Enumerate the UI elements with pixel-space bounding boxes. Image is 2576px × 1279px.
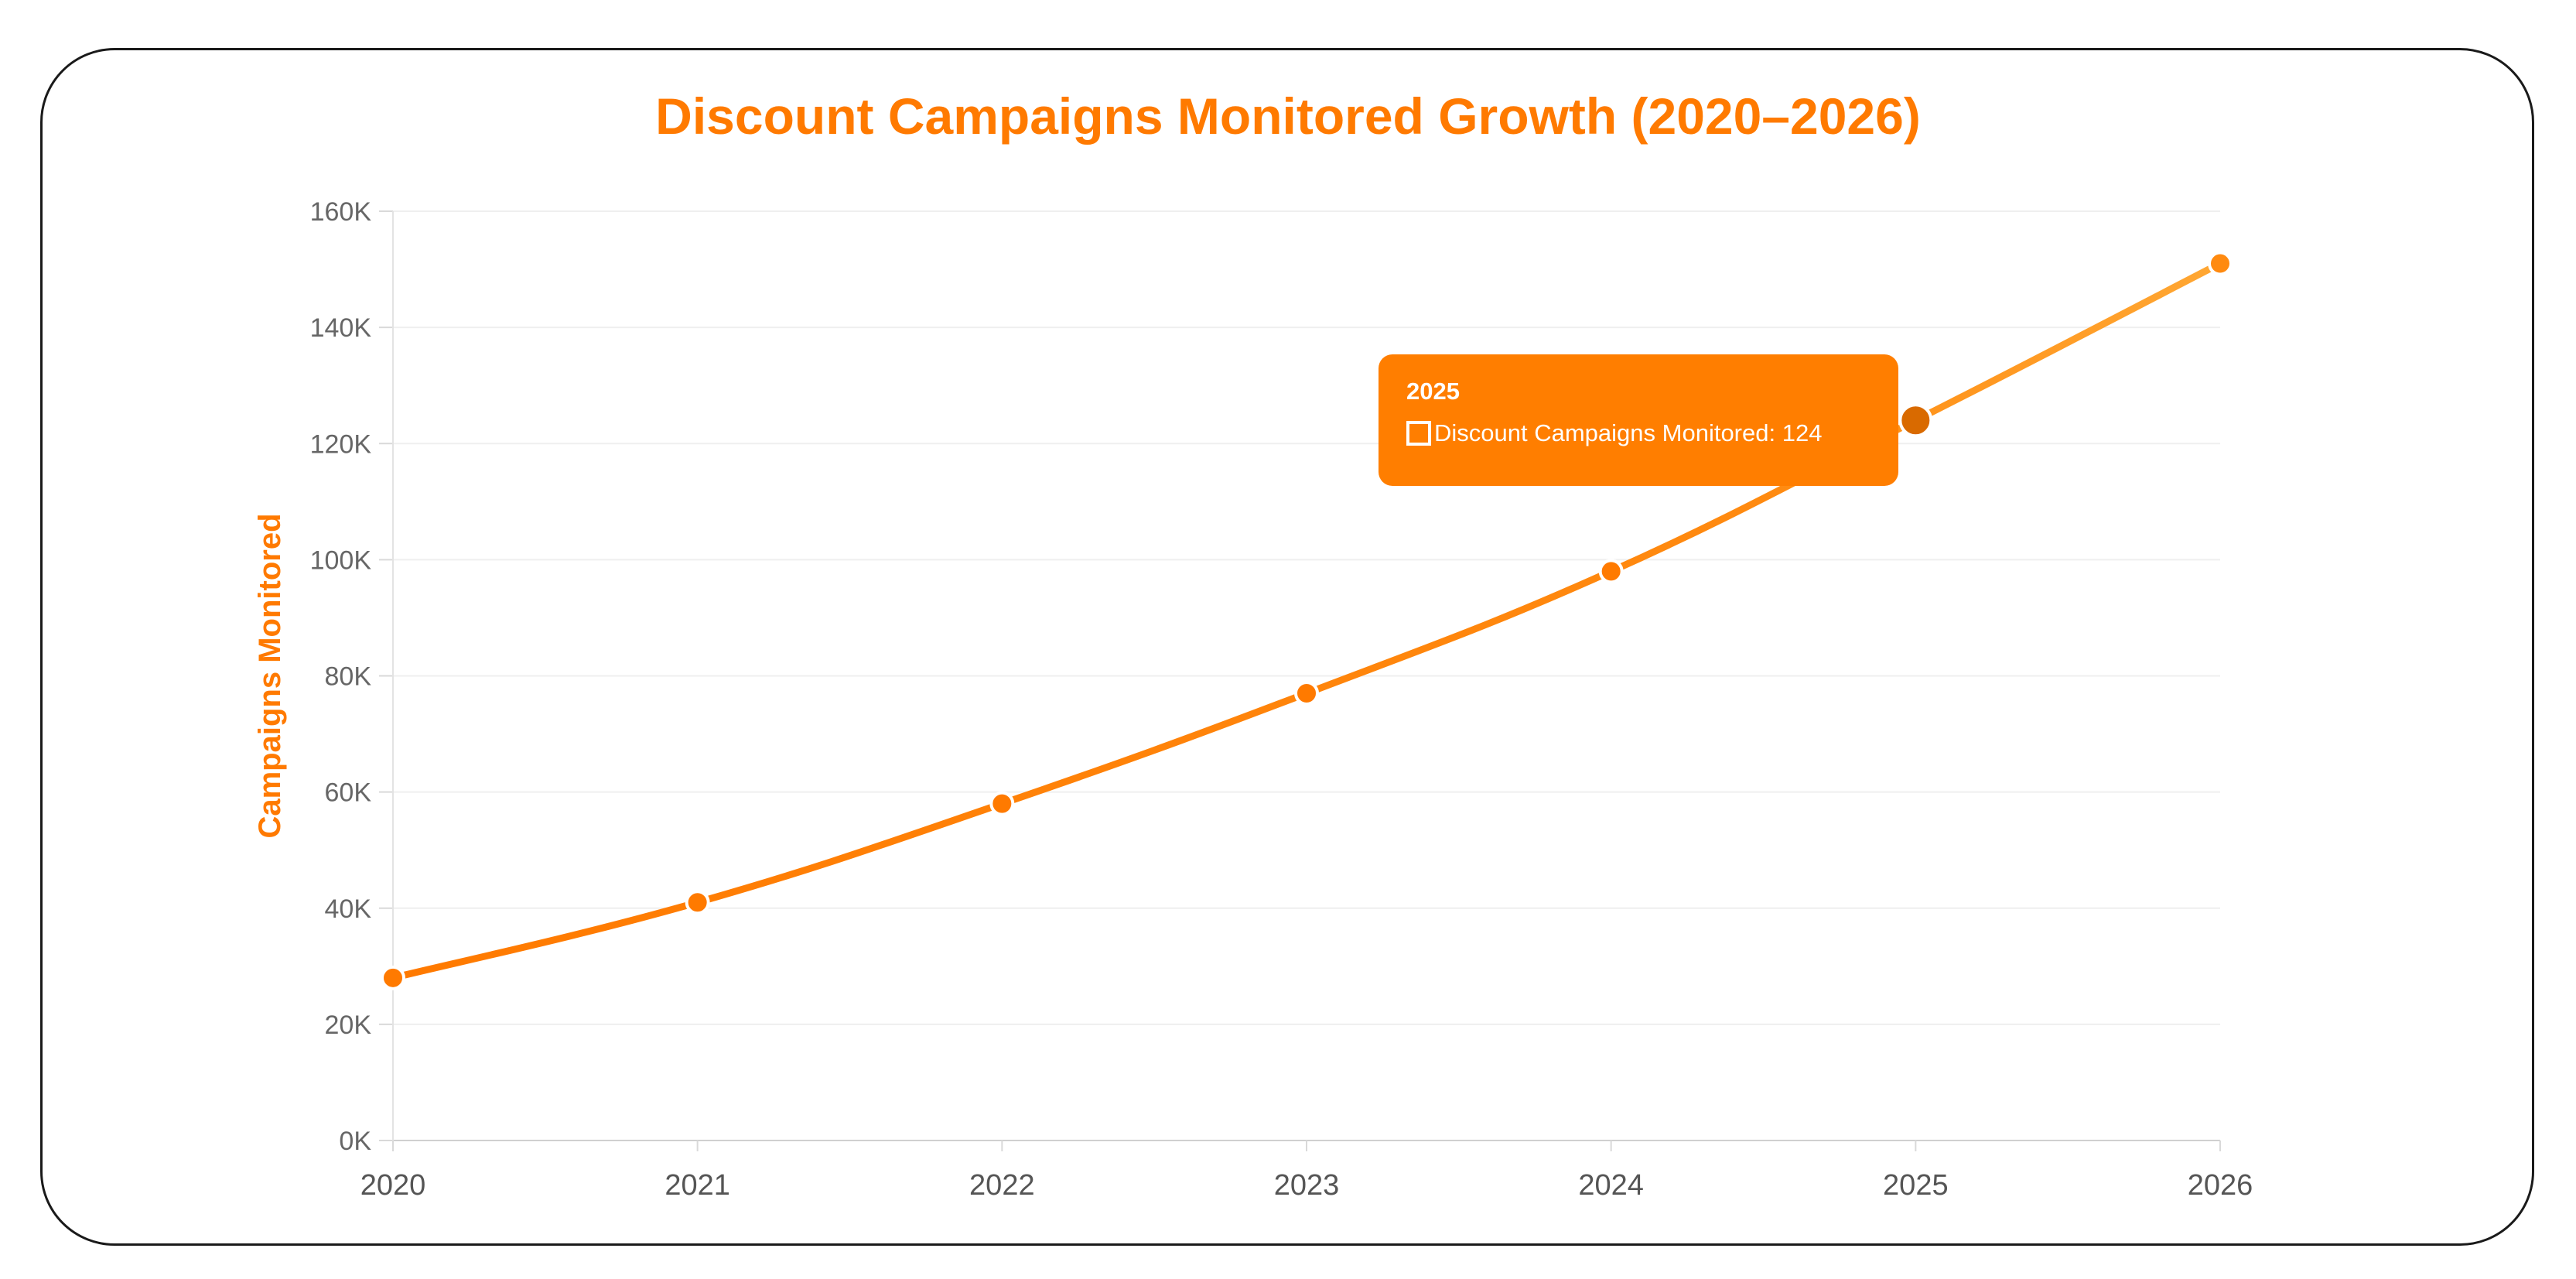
series-line bbox=[389, 260, 2224, 982]
data-point[interactable] bbox=[2208, 251, 2233, 276]
data-tooltip: 2025 Discount Campaigns Monitored: 124 bbox=[1379, 354, 1898, 486]
y-axis-title: Campaigns Monitored bbox=[253, 513, 287, 838]
x-tick-label: 2021 bbox=[664, 1169, 730, 1202]
data-point[interactable] bbox=[1598, 559, 1624, 584]
tooltip-series-swatch-icon bbox=[1406, 421, 1431, 446]
x-tick-label: 2022 bbox=[969, 1169, 1035, 1202]
axes bbox=[379, 210, 2221, 1151]
grid-lines bbox=[393, 210, 2220, 1141]
y-tick-label: 0K bbox=[339, 1127, 371, 1156]
data-points bbox=[381, 251, 2233, 990]
y-tick-label: 40K bbox=[325, 894, 372, 924]
data-point-active[interactable] bbox=[1898, 403, 1933, 438]
series-line-layer bbox=[389, 260, 2224, 982]
x-tick-label: 2020 bbox=[360, 1169, 426, 1202]
data-point[interactable] bbox=[685, 890, 710, 915]
y-tick-label: 160K bbox=[310, 197, 372, 227]
y-tick-label: 100K bbox=[310, 545, 372, 575]
x-tick-label: 2026 bbox=[2188, 1169, 2253, 1202]
tick-labels: 0K 20K 40K 60K 80K 100K 120K 140K 160K 2020 2021 20… bbox=[310, 197, 2253, 1202]
chart-card bbox=[40, 48, 2534, 1246]
y-tick-label: 20K bbox=[325, 1011, 372, 1040]
tooltip-body: Discount Campaigns Monitored: 124 bbox=[1406, 419, 1871, 447]
data-point[interactable] bbox=[381, 965, 405, 990]
y-tick-label: 140K bbox=[310, 313, 372, 343]
data-point[interactable] bbox=[989, 791, 1015, 816]
tooltip-label: Discount Campaigns Monitored: 124 bbox=[1434, 419, 1823, 446]
data-point[interactable] bbox=[1294, 681, 1319, 706]
x-tick-label: 2025 bbox=[1883, 1169, 1949, 1202]
y-tick-label: 80K bbox=[325, 662, 372, 692]
y-tick-label: 120K bbox=[310, 429, 372, 459]
tooltip-title: 2025 bbox=[1406, 378, 1460, 405]
y-tick-label: 60K bbox=[325, 778, 372, 808]
x-tick-label: 2023 bbox=[1274, 1169, 1340, 1202]
x-tick-label: 2024 bbox=[1578, 1169, 1644, 1202]
chart-title: Discount Campaigns Monitored Growth (202… bbox=[655, 87, 1921, 145]
